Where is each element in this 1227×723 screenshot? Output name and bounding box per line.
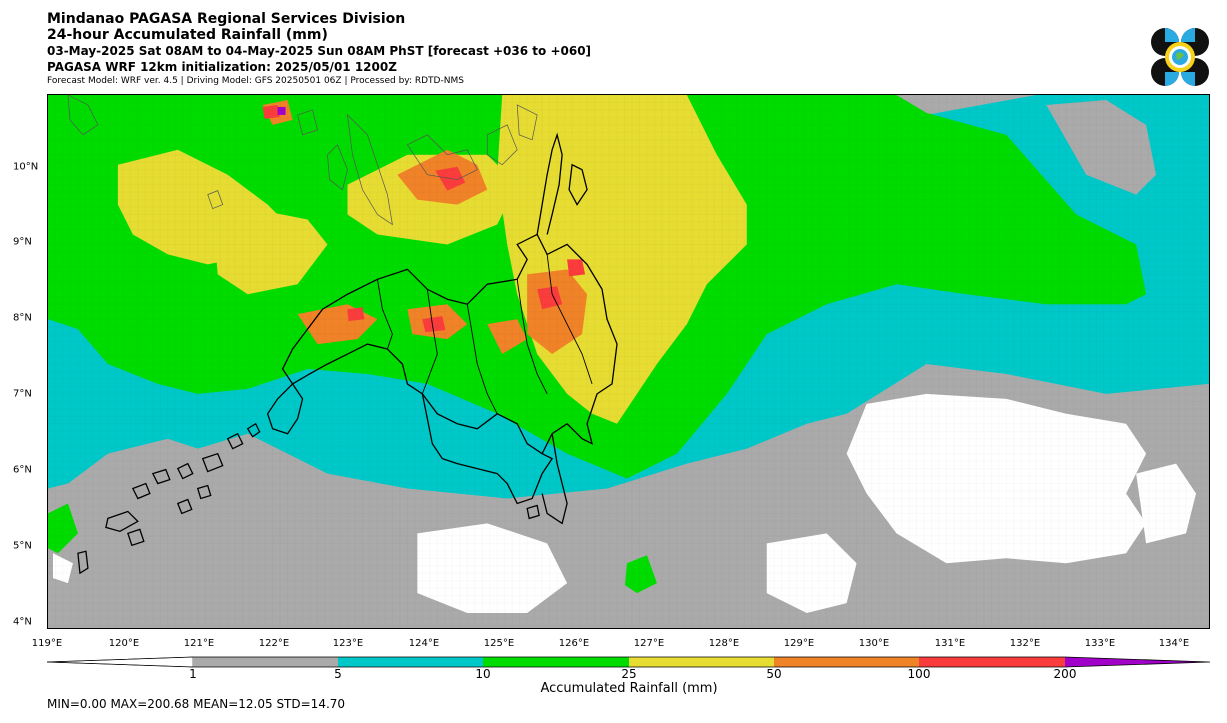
colorbar-label: 25	[621, 667, 637, 681]
colorbar-segment-50-100	[774, 657, 919, 667]
colorbar-label: 1	[189, 667, 197, 681]
colorbar	[47, 656, 1210, 668]
x-tick-label: 133°E	[1084, 638, 1116, 649]
x-tick-label: 122°E	[258, 638, 290, 649]
colorbar-segment-gt200	[1065, 657, 1210, 667]
colorbar-segment-10-25	[483, 657, 629, 667]
colorbar-label: 5	[334, 667, 342, 681]
model-line: Forecast Model: WRF ver. 4.5 | Driving M…	[47, 76, 464, 86]
x-tick-label: 125°E	[483, 638, 515, 649]
colorbar-title: Accumulated Rainfall (mm)	[540, 681, 718, 696]
coastlines	[77, 132, 618, 575]
y-tick-label: 5°N	[13, 540, 32, 552]
x-tick-label: 124°E	[408, 638, 440, 649]
pagasa-logo-icon	[1151, 28, 1209, 86]
colorbar-label: 200	[1053, 667, 1077, 681]
colorbar-segment-lt1	[47, 656, 194, 668]
y-tick-label: 4°N	[13, 616, 32, 628]
colorbar-label: 100	[907, 667, 931, 681]
valid-period: 03-May-2025 Sat 08AM to 04-May-2025 Sun …	[47, 44, 592, 58]
x-tick-label: 120°E	[108, 638, 140, 649]
title-line-1: Mindanao PAGASA Regional Services Divisi…	[47, 11, 406, 27]
statistics-line: MIN=0.00 MAX=200.68 MEAN=12.05 STD=14.70	[47, 697, 346, 711]
colorbar-label: 50	[766, 667, 782, 681]
x-tick-label: 123°E	[332, 638, 364, 649]
y-tick-label: 6°N	[13, 464, 32, 476]
x-tick-label: 127°E	[633, 638, 665, 649]
x-tick-label: 130°E	[858, 638, 890, 649]
x-tick-label: 132°E	[1009, 638, 1041, 649]
y-tick-label: 8°N	[13, 312, 32, 324]
colorbar-label: 10	[475, 667, 491, 681]
x-tick-label: 131°E	[934, 638, 966, 649]
y-tick-label: 7°N	[13, 388, 32, 400]
rainfall-map	[47, 94, 1210, 629]
colorbar-segment-100-200	[919, 657, 1065, 667]
y-tick-label: 9°N	[13, 236, 32, 248]
title-line-2: 24-hour Accumulated Rainfall (mm)	[47, 27, 328, 43]
x-tick-label: 119°E	[31, 638, 63, 649]
x-tick-label: 134°E	[1158, 638, 1190, 649]
rainfall-field	[48, 95, 1209, 628]
colorbar-segment-25-50	[629, 657, 774, 667]
init-line: PAGASA WRF 12km initialization: 2025/05/…	[47, 60, 397, 74]
x-tick-label: 128°E	[708, 638, 740, 649]
colorbar-segment-5-10	[338, 657, 483, 667]
x-tick-label: 121°E	[183, 638, 215, 649]
x-tick-label: 129°E	[783, 638, 815, 649]
colorbar-segment-1-5	[193, 657, 338, 667]
visayas-coastlines	[67, 95, 538, 226]
x-tick-label: 126°E	[558, 638, 590, 649]
y-tick-label: 10°N	[13, 161, 39, 173]
